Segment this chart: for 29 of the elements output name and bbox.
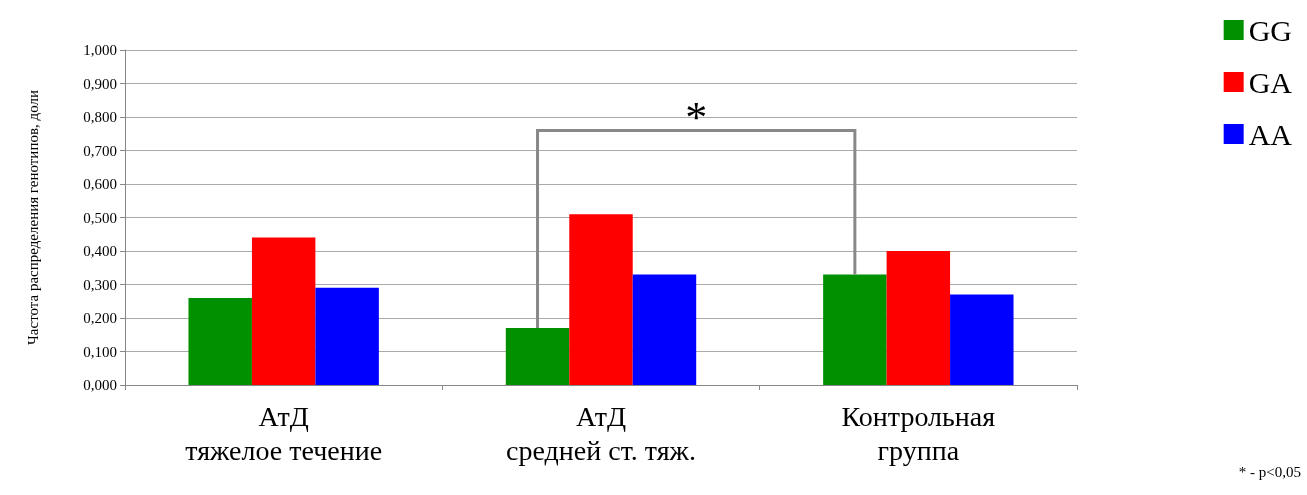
bar: [188, 297, 252, 385]
x-tick-label: АтД тяжелое течение: [185, 400, 383, 466]
bar: [886, 251, 951, 385]
y-axis-title: Частота распределения генотипов, доли: [24, 90, 41, 345]
y-tick-label: 0,800: [83, 109, 117, 125]
y-tick-label: 0,200: [83, 310, 117, 326]
y-tick-label: 0,300: [83, 276, 117, 293]
annotation: *: [685, 92, 708, 144]
y-tick-label: 0,400: [83, 243, 117, 259]
y-tick-label: 0,700: [83, 142, 117, 159]
legend-label: AA: [1248, 117, 1293, 151]
bar: [632, 274, 697, 385]
text: * - p<0,05: [1238, 464, 1301, 481]
bar: [823, 274, 887, 385]
y-tick-label: 0,500: [83, 209, 117, 226]
legend-label: GG: [1248, 13, 1293, 47]
bar: [315, 287, 379, 385]
bar: [950, 294, 1014, 385]
bar: [569, 214, 633, 385]
y-tick-label: 0,100: [83, 343, 117, 360]
legend-label: GA: [1248, 65, 1293, 99]
x-tick-label: Контрольная группа: [841, 400, 996, 466]
y-tick-label: 0,900: [83, 75, 117, 92]
y-tick-label: 1,000: [83, 42, 117, 58]
y-tick-label: 0,600: [83, 176, 117, 192]
x-tick-label: АтД средней ст. тяж.: [506, 400, 696, 466]
bar: [505, 328, 570, 385]
bar: [251, 237, 316, 385]
y-tick-label: 0,000: [83, 377, 117, 393]
